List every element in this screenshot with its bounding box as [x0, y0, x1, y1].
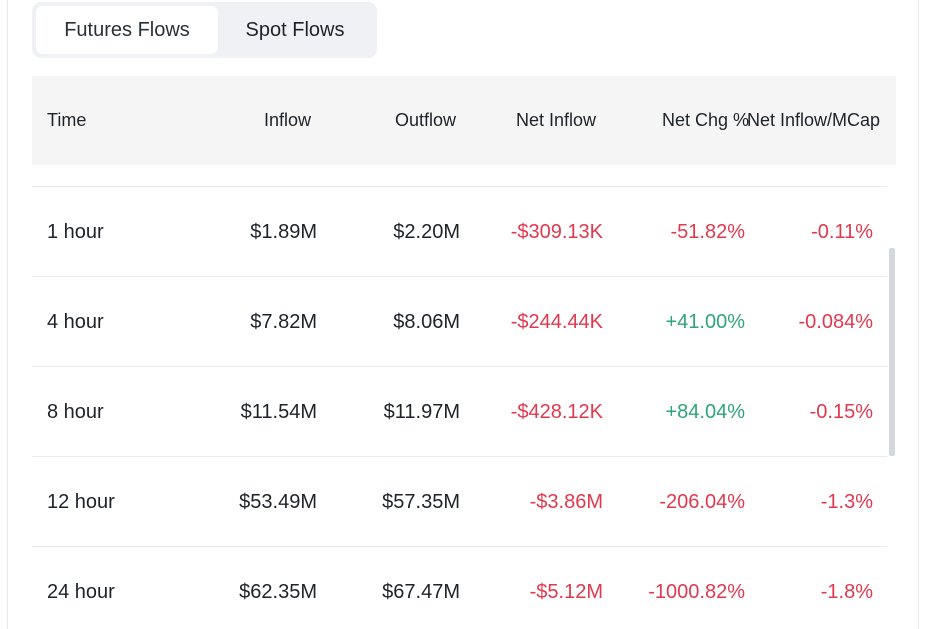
cell-inflow: $62.35M: [239, 581, 317, 603]
cell-inflow: $7.82M: [250, 311, 317, 333]
cell-outflow: $2.20M: [393, 221, 460, 243]
cell-net-chg: -206.04%: [659, 491, 745, 513]
cell-net-chg: -1000.82%: [648, 581, 745, 603]
header-net-inflow[interactable]: Net Inflow: [516, 110, 597, 130]
header-net-chg[interactable]: Net Chg %: [662, 110, 750, 130]
cell-net-inflow: -$428.12K: [510, 401, 603, 423]
table-scrollbar[interactable]: [889, 248, 895, 456]
cell-net-inflow: -$309.13K: [510, 221, 603, 243]
cell-time: 24 hour: [47, 581, 115, 603]
cell-net-chg: -51.82%: [670, 221, 746, 243]
tab-spot-flows[interactable]: Spot Flows: [245, 19, 345, 41]
panel-right-border: [918, 0, 919, 629]
row-divider: [32, 456, 887, 457]
cell-net-inflow-mcap: -0.084%: [798, 311, 874, 333]
panel-left-border: [7, 0, 8, 629]
cell-time: 8 hour: [47, 401, 104, 423]
table-row: 1 hour $1.89M $2.20M -$309.13K -51.82% -…: [32, 187, 887, 277]
cell-net-inflow-mcap: -1.3%: [820, 491, 873, 513]
flow-type-tabs: Futures Flows Spot Flows: [32, 2, 377, 58]
cell-net-chg: +41.00%: [665, 311, 745, 333]
header-time[interactable]: Time: [47, 110, 87, 130]
table-row: 24 hour $62.35M $67.47M -$5.12M -1000.82…: [32, 547, 887, 629]
flows-table: Time Inflow Outflow Net Inflow Net Chg %…: [32, 76, 896, 165]
table-row: 12 hour $53.49M $57.35M -$3.86M -206.04%…: [32, 457, 887, 547]
cell-outflow: $8.06M: [393, 311, 460, 333]
cell-net-inflow: -$3.86M: [529, 491, 603, 513]
cell-net-inflow-mcap: -0.11%: [811, 221, 873, 243]
row-divider: [32, 276, 887, 277]
tab-futures-flows[interactable]: Futures Flows: [36, 6, 218, 54]
row-divider: [32, 186, 887, 187]
cell-outflow: $57.35M: [382, 491, 460, 513]
cell-inflow: $11.54M: [240, 401, 317, 423]
table-row: 8 hour $11.54M $11.97M -$428.12K +84.04%…: [32, 367, 887, 457]
cell-time: 12 hour: [47, 491, 115, 513]
cell-outflow: $67.47M: [382, 581, 460, 603]
cell-inflow: $1.89M: [250, 221, 317, 243]
header-net-inflow-mcap[interactable]: Net Inflow/MCap: [747, 110, 881, 130]
table-row: 4 hour $7.82M $8.06M -$244.44K +41.00% -…: [32, 277, 887, 367]
cell-time: 1 hour: [47, 221, 104, 243]
cell-outflow: $11.97M: [383, 401, 460, 423]
table-header: Time Inflow Outflow Net Inflow Net Chg %…: [32, 76, 896, 165]
cell-net-inflow: -$5.12M: [529, 581, 603, 603]
cell-net-inflow: -$244.44K: [510, 311, 603, 333]
row-divider: [32, 546, 887, 547]
cell-net-inflow-mcap: -1.8%: [820, 581, 873, 603]
row-divider: [32, 366, 887, 367]
cell-time: 4 hour: [47, 311, 104, 333]
cell-net-inflow-mcap: -0.15%: [809, 401, 873, 423]
cell-inflow: $53.49M: [239, 491, 317, 513]
cell-net-chg: +84.04%: [665, 401, 745, 423]
header-inflow[interactable]: Inflow: [264, 110, 312, 130]
header-outflow[interactable]: Outflow: [395, 110, 457, 130]
